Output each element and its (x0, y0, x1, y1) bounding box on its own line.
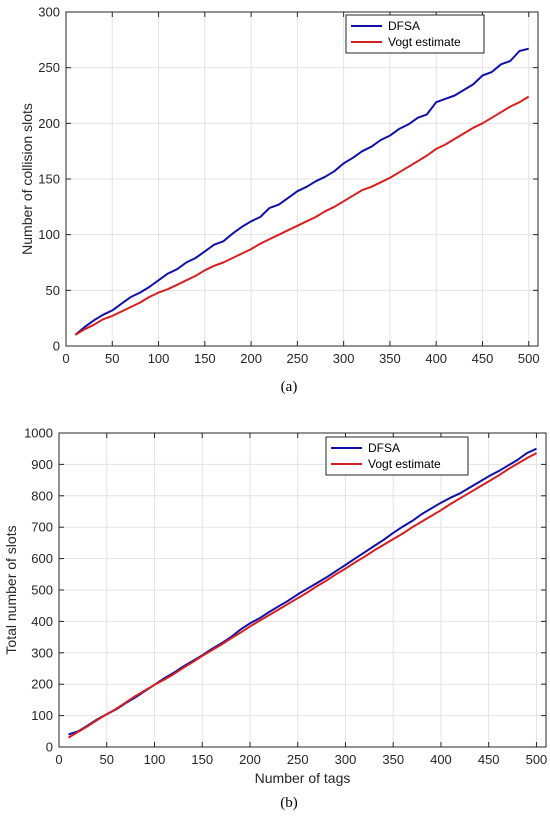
legend-box (345, 14, 485, 54)
y-tick-label: 150 (38, 172, 60, 187)
axes: 0 50 100 150 200 250 300 350 400 450 500 0 100 200 300… (24, 426, 547, 768)
series-line-dfsa (74, 47, 529, 336)
y-tick-label: 200 (38, 116, 60, 131)
total-slots-chart: 0 50 100 150 200 250 300 350 400 450 500 0 100 200 300… (3, 426, 547, 787)
y-tick-label: 300 (31, 645, 53, 660)
y-tick-label: 200 (31, 677, 53, 692)
x-tick-label: 0 (55, 752, 62, 767)
x-tick-label: 200 (240, 351, 262, 366)
y-axis-label: Total number of slots (3, 525, 19, 654)
y-tick-label: 900 (31, 457, 53, 472)
x-tick-label: 0 (62, 351, 69, 366)
x-tick-label: 100 (148, 351, 170, 366)
x-tick-label: 400 (425, 351, 447, 366)
y-tick-label: 50 (46, 283, 60, 298)
x-tick-label: 350 (379, 351, 401, 366)
x-tick-label: 250 (287, 351, 309, 366)
y-tick-label: 700 (31, 520, 53, 535)
y-tick-label: 100 (38, 227, 60, 242)
caption-b: (b) (280, 795, 298, 811)
x-tick-label: 500 (526, 752, 548, 767)
y-tick-label: 600 (31, 551, 53, 566)
y-tick-label: 100 (31, 708, 53, 723)
x-tick-label: 300 (333, 351, 355, 366)
x-tick-label: 50 (100, 752, 114, 767)
y-tick-label: 800 (31, 488, 53, 503)
x-tick-label: 500 (518, 351, 540, 366)
x-tick-label: 150 (194, 351, 216, 366)
legend-label: Vogt estimate (368, 457, 441, 471)
x-tick-label: 300 (335, 752, 357, 767)
chart-panel-b: 0 50 100 150 200 250 300 350 400 450 500 0 100 200 300… (0, 418, 550, 821)
legend: DFSA Vogt estimate (325, 436, 469, 476)
legend-box (325, 436, 469, 476)
y-tick-label: 500 (31, 583, 53, 598)
x-tick-label: 450 (472, 351, 494, 366)
x-axis-label: Number of tags (255, 770, 351, 786)
y-tick-label: 300 (38, 5, 60, 20)
x-tick-label: 200 (239, 752, 261, 767)
legend-label: Vogt estimate (388, 35, 461, 49)
grid (65, 11, 538, 347)
plot-frame (65, 11, 539, 347)
y-axis-label: Number of collision slots (19, 103, 35, 255)
x-tick-label: 450 (478, 752, 500, 767)
x-tick-label: 100 (144, 752, 166, 767)
x-tick-label: 350 (382, 752, 404, 767)
y-tick-label: 0 (46, 740, 53, 755)
x-tick-label: 150 (191, 752, 213, 767)
x-tick-label: 250 (287, 752, 309, 767)
y-tick-label: 1000 (24, 426, 53, 441)
x-tick-label: 400 (430, 752, 452, 767)
legend: DFSA Vogt estimate (345, 14, 485, 54)
x-tick-label: 50 (105, 351, 119, 366)
legend-label: DFSA (388, 19, 420, 33)
plot-frame (58, 432, 547, 748)
y-tick-label: 400 (31, 614, 53, 629)
series-line-vogt-estimate (74, 95, 530, 336)
caption-a: (a) (280, 379, 298, 395)
series-line-vogt-estimate (67, 452, 537, 739)
chart-panel-a: 0 50 100 150 200 250 300 350 400 450 500 0 50 100 150 2… (0, 0, 550, 405)
y-tick-label: 250 (38, 60, 60, 75)
y-tick-label: 0 (53, 339, 60, 354)
collision-slots-chart: 0 50 100 150 200 250 300 350 400 450 500 0 50 100 150 2… (19, 5, 540, 367)
legend-label: DFSA (368, 441, 400, 455)
